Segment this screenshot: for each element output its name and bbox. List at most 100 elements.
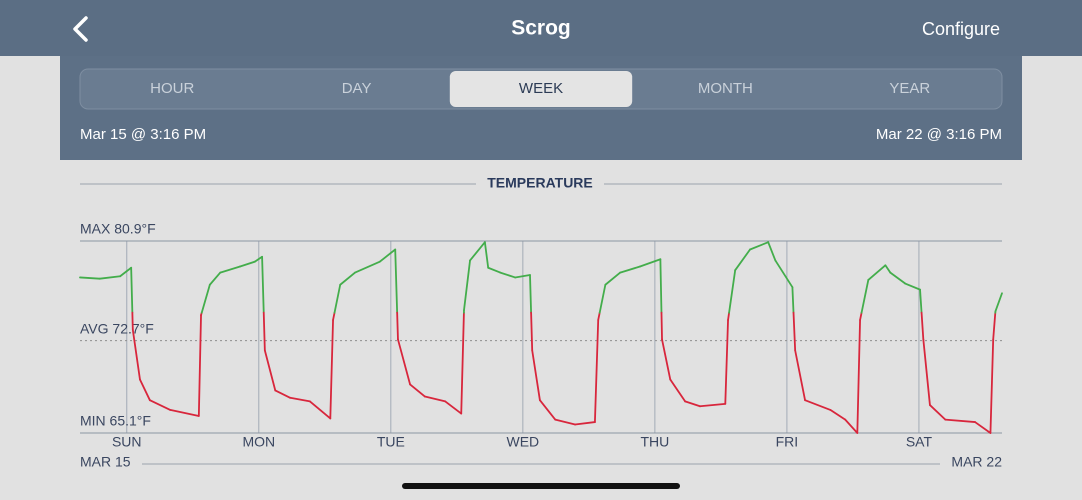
temperature-line	[424, 395, 447, 403]
temperature-line	[309, 400, 332, 420]
temperature-line	[538, 399, 557, 421]
temperature-line	[684, 400, 701, 408]
temperature-line	[394, 248, 399, 314]
temperature-line	[239, 260, 256, 268]
home-indicator	[402, 483, 680, 489]
x-start-label: MAR 15	[80, 454, 131, 470]
temperature-line	[262, 311, 266, 352]
nav-bar	[0, 0, 1082, 56]
temperature-line	[483, 241, 490, 269]
temperature-line	[944, 418, 976, 423]
temperature-line	[844, 418, 859, 434]
temperature-line	[791, 286, 795, 314]
temperature-line	[289, 396, 311, 403]
tab[interactable]: YEAR	[889, 80, 930, 97]
temperature-line	[919, 288, 923, 314]
temperature-line	[920, 311, 925, 341]
temperature-line	[139, 378, 151, 402]
temperature-line	[131, 328, 141, 381]
y-tick-label: MAX 80.9°F	[80, 221, 156, 237]
temperature-line	[774, 259, 794, 289]
temperature-line	[860, 278, 870, 314]
temperature-line	[397, 338, 411, 386]
x-end-label: MAR 22	[951, 454, 1002, 470]
temperature-line	[339, 271, 356, 286]
temperature-line	[119, 266, 133, 278]
temperature-line	[597, 311, 601, 321]
temperature-line	[989, 338, 995, 434]
tab[interactable]: WEEK	[519, 80, 563, 97]
x-tick-label: SUN	[112, 434, 142, 450]
configure-button[interactable]: Configure	[922, 19, 1000, 39]
temperature-line	[639, 258, 662, 268]
temperature-line	[974, 421, 992, 434]
temperature-line	[354, 260, 381, 274]
temperature-line	[922, 338, 931, 406]
temperature-line	[734, 248, 751, 272]
temperature-line	[794, 349, 806, 402]
temperature-line	[594, 319, 600, 423]
temperature-line	[219, 265, 241, 274]
temperature-line	[444, 400, 463, 415]
temperature-line	[669, 378, 687, 403]
nav-title: Scrog	[511, 17, 571, 40]
temperature-line	[514, 274, 531, 279]
temperature-line	[79, 276, 101, 280]
temperature-line	[889, 271, 907, 285]
x-tick-label: FRI	[776, 434, 799, 450]
x-tick-label: MON	[242, 434, 275, 450]
temperature-line	[884, 264, 892, 274]
temperature-line	[329, 319, 334, 420]
temperature-line	[197, 314, 202, 417]
temperature-line	[727, 311, 730, 321]
y-tick-label: AVG 72.7°F	[80, 320, 154, 336]
tab[interactable]: HOUR	[150, 80, 194, 97]
temperature-line	[992, 311, 997, 341]
temperature-line	[378, 248, 397, 263]
x-tick-label: WED	[507, 434, 540, 450]
temperature-line	[724, 319, 729, 405]
temperature-line	[904, 282, 921, 291]
temperature-line	[598, 283, 607, 314]
y-tick-label: MIN 65.1°F	[80, 413, 151, 429]
range-end: Mar 22 @ 3:16 PM	[876, 126, 1002, 143]
temperature-line	[728, 269, 737, 314]
temperature-line	[929, 404, 947, 421]
temperature-line	[274, 389, 292, 399]
temperature-line	[460, 311, 465, 415]
temperature-line	[829, 409, 847, 421]
temperature-line	[749, 241, 770, 251]
temperature-line	[604, 271, 622, 286]
temperature-line	[767, 241, 777, 262]
temperature-line	[254, 255, 263, 263]
temperature-line	[660, 311, 663, 341]
temperature-line	[261, 255, 265, 314]
temperature-line	[333, 283, 342, 314]
temperature-line	[856, 319, 861, 434]
temperature-line	[499, 271, 517, 279]
temperature-line	[867, 264, 887, 281]
temperature-line	[529, 274, 532, 314]
x-tick-label: TUE	[377, 434, 405, 450]
temperature-line	[487, 266, 502, 274]
temperature-line	[332, 311, 336, 321]
back-button[interactable]	[73, 16, 88, 42]
tab[interactable]: MONTH	[698, 80, 753, 97]
temperature-line	[130, 266, 134, 314]
temperature-line	[531, 349, 541, 402]
temperature-line	[469, 241, 486, 262]
temperature-line	[200, 283, 211, 314]
temperature-line	[169, 409, 200, 417]
chart-title: TEMPERATURE	[487, 175, 593, 191]
temperature-line	[619, 265, 641, 274]
tab[interactable]: DAY	[342, 80, 372, 97]
temperature-line	[554, 418, 577, 426]
temperature-line	[994, 292, 1003, 313]
temperature-line	[530, 311, 534, 352]
x-tick-label: SAT	[906, 434, 933, 450]
temperature-line	[859, 311, 863, 321]
temperature-line	[804, 399, 832, 411]
temperature-line	[409, 383, 426, 398]
